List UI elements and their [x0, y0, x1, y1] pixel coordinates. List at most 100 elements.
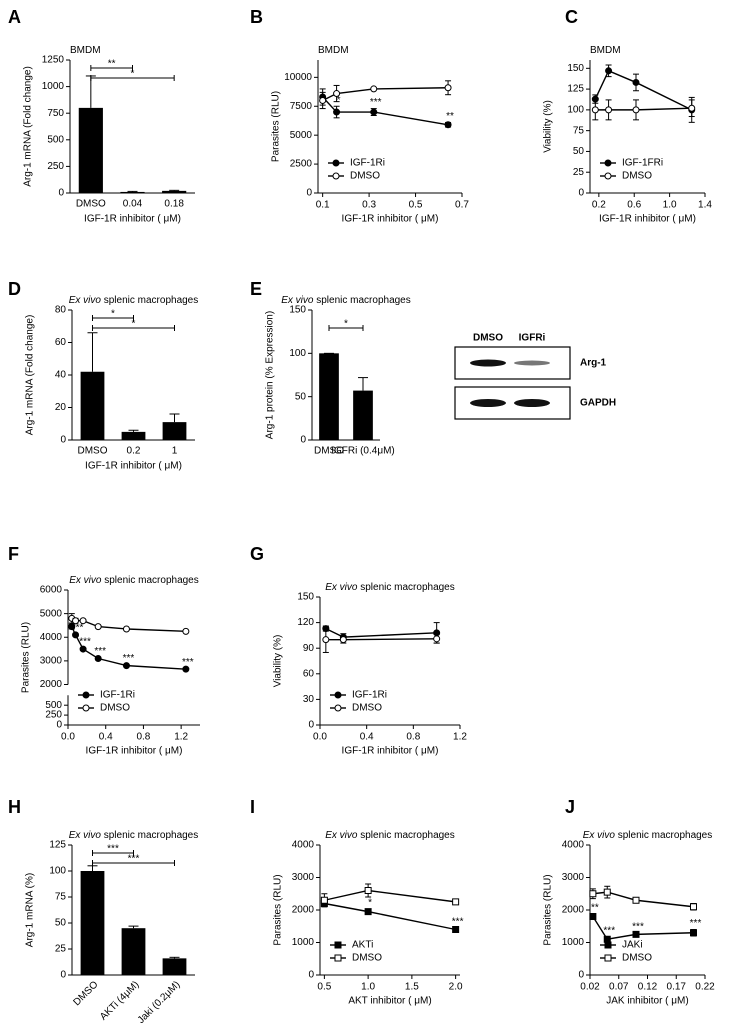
- x-tick-label: 0.2: [127, 446, 141, 457]
- significance: ***: [370, 97, 382, 108]
- panel-letter: B: [250, 7, 263, 27]
- y-axis-label: Arg-1 mRNA (%): [25, 873, 36, 947]
- y-tick-label: 125: [567, 84, 584, 95]
- y-tick-label: 50: [55, 918, 67, 929]
- significance: *: [131, 69, 135, 80]
- significance: ***: [128, 854, 140, 865]
- marker: [605, 67, 613, 75]
- legend-label: DMSO: [100, 703, 130, 714]
- blot-row: GAPDH: [580, 398, 616, 409]
- title-text: BMDM: [318, 45, 349, 56]
- x-axis-label: IGF-1R inhibitor ( μM): [599, 214, 696, 225]
- marker: [370, 85, 378, 93]
- bar: [121, 928, 146, 975]
- title-text: BMDM: [70, 45, 101, 56]
- y-axis-label: Arg-1 mRNA (Fold change): [25, 315, 36, 436]
- significance: ***: [452, 917, 464, 928]
- x-tick-label: 1.2: [453, 732, 467, 743]
- y-axis-label: Viability (%): [273, 635, 284, 688]
- y-tick-label: 0: [308, 720, 314, 731]
- bar: [162, 190, 187, 193]
- marker: [94, 623, 102, 631]
- legend-marker: [334, 941, 342, 949]
- title-text: BMDM: [590, 45, 621, 56]
- marker: [319, 96, 327, 104]
- panel-letter: H: [8, 797, 21, 817]
- y-axis-label: Parasites (RLU): [21, 622, 32, 693]
- y-tick-label: 2000: [562, 905, 585, 916]
- y-tick-label: 6000: [40, 585, 63, 596]
- marker: [690, 903, 697, 911]
- series-line: [595, 107, 692, 111]
- marker: [94, 655, 102, 663]
- blot-frame: [454, 346, 571, 380]
- title-text: splenic macrophages: [360, 830, 455, 841]
- legend-label: DMSO: [352, 703, 382, 714]
- significance: ***: [94, 646, 106, 657]
- marker: [182, 665, 190, 673]
- marker: [79, 617, 87, 625]
- chart-title: Ex vivo splenic macrophages: [325, 830, 455, 841]
- title-prefix: Ex vivo: [69, 575, 102, 586]
- marker: [79, 645, 87, 653]
- bar: [120, 191, 145, 193]
- legend-marker: [82, 704, 90, 712]
- marker: [603, 888, 611, 896]
- panel-letter: I: [250, 797, 255, 817]
- bar: [80, 371, 105, 440]
- chart-title: Ex vivo splenic macrophages: [281, 295, 411, 306]
- legend-marker: [334, 704, 342, 712]
- y-tick-label: 50: [295, 391, 307, 402]
- series-line: [592, 916, 694, 941]
- title-text: splenic macrophages: [104, 830, 199, 841]
- blot-band: [514, 399, 550, 407]
- bar: [162, 958, 187, 975]
- series-line: [324, 889, 456, 903]
- y-tick-label: 2000: [292, 905, 315, 916]
- y-tick-label: 7500: [290, 101, 313, 112]
- marker: [444, 121, 452, 129]
- legend-label: DMSO: [622, 953, 652, 964]
- marker: [632, 930, 640, 938]
- y-axis-label: Arg-1 mRNA (Fold change): [23, 66, 34, 187]
- panel-letter: A: [8, 7, 21, 27]
- marker: [68, 623, 76, 631]
- legend-marker: [82, 691, 90, 699]
- y-tick-label: 1000: [42, 81, 65, 92]
- y-tick-label: 250: [47, 161, 64, 172]
- legend-marker: [334, 691, 342, 699]
- legend-marker: [332, 172, 340, 180]
- y-tick-label: 25: [55, 944, 67, 955]
- legend-marker: [604, 159, 612, 167]
- title-text: splenic macrophages: [618, 830, 713, 841]
- y-tick-label: 75: [55, 892, 67, 903]
- marker: [370, 108, 378, 116]
- y-tick-label: 120: [297, 617, 314, 628]
- title-prefix: Ex vivo: [281, 295, 314, 306]
- y-axis-label: Arg-1 protein (% Expression): [265, 311, 276, 439]
- blot-column: IGFRi: [519, 333, 546, 344]
- y-tick-label: 3000: [562, 872, 585, 883]
- y-tick-label: 150: [297, 592, 314, 603]
- marker: [589, 890, 597, 898]
- marker: [72, 631, 80, 639]
- marker: [690, 929, 697, 937]
- legend-marker: [334, 954, 342, 962]
- x-tick-label: IGFRi (0.4μM): [331, 446, 395, 457]
- marker: [589, 913, 597, 920]
- legend-label: AKTi: [352, 940, 373, 951]
- x-tick-label: 0.6: [627, 200, 641, 211]
- y-axis-label: Parasites (RLU): [543, 874, 554, 945]
- y-tick-label: 10000: [284, 72, 312, 83]
- y-tick-label: 5000: [290, 130, 313, 141]
- y-tick-label: 20: [55, 402, 67, 413]
- significance: *: [344, 319, 348, 330]
- series-line: [324, 902, 456, 931]
- y-tick-label: 4000: [562, 840, 585, 851]
- marker: [122, 625, 130, 633]
- blot-band: [470, 399, 506, 407]
- y-tick-label: 90: [303, 643, 315, 654]
- x-tick-label: 0.3: [362, 200, 376, 211]
- series-line: [322, 87, 449, 102]
- x-tick-label: 0.0: [313, 732, 327, 743]
